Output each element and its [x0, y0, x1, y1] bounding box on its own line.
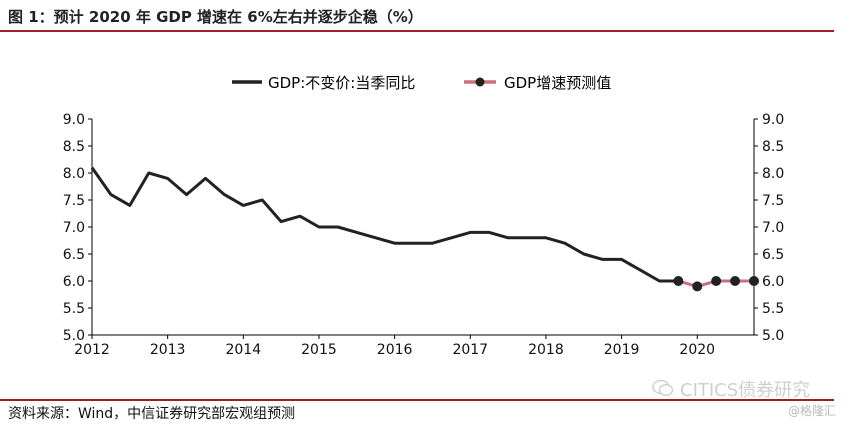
axes [91, 119, 755, 336]
x-tick-label: 2019 [604, 342, 640, 358]
y-tick-label-right: 6.5 [762, 247, 784, 263]
y-tick-label-left: 7.5 [63, 193, 85, 209]
y-tick-label-right: 8.5 [762, 139, 784, 155]
y-tick-label-left: 8.5 [63, 139, 85, 155]
forecast-point [692, 281, 703, 292]
y-tick-label-left: 6.5 [63, 247, 85, 263]
watermark-credit: @格隆汇 [788, 404, 837, 418]
y-tick-label-left: 7.0 [63, 220, 85, 236]
series-layer [90, 166, 759, 292]
forecast-point [711, 276, 722, 286]
watermark-brand: CITICS债券研究 [680, 380, 811, 401]
y-tick-label-right: 7.5 [762, 193, 784, 209]
x-tick-label: 2015 [301, 342, 337, 358]
x-axis-ticks: 2012 2013 2014 2015 2016 2017 2018 2019 2020 [74, 335, 715, 358]
top-rule [0, 30, 834, 32]
source-note: 资料来源：Wind，中信证券研究部宏观组预测 [8, 406, 296, 422]
y-axis-left-ticks: 5.0 5.5 6.0 6.5 7.0 7.5 8.0 8.5 9.0 [63, 112, 92, 344]
series-actual-line [90, 166, 679, 283]
y-tick-label-right: 5.0 [762, 328, 784, 344]
y-axis-right-ticks: 5.0 5.5 6.0 6.5 7.0 7.5 8.0 8.5 9.0 [754, 112, 784, 344]
x-tick-label: 2013 [150, 342, 186, 358]
line-chart: GDP:不变价:当季同比 GDP增速预测值 5.0 5.5 6.0 6.5 7.0 7.5… [63, 74, 785, 358]
x-tick-label: 2017 [452, 342, 488, 358]
y-tick-label-left: 9.0 [63, 112, 85, 128]
legend: GDP:不变价:当季同比 GDP增速预测值 [232, 74, 611, 92]
y-tick-label-right: 6.0 [762, 274, 784, 290]
x-tick-label: 2012 [74, 342, 110, 358]
x-tick-label: 2016 [377, 342, 413, 358]
x-tick-label: 2018 [528, 342, 564, 358]
x-tick-label: 2014 [225, 342, 261, 358]
bottom-rule [0, 399, 834, 401]
y-tick-label-right: 7.0 [762, 220, 784, 236]
y-tick-label-right: 5.5 [762, 301, 784, 317]
y-tick-label-right: 9.0 [762, 112, 784, 128]
wechat-icon [652, 379, 674, 396]
x-tick-label: 2020 [679, 342, 715, 358]
forecast-point [673, 276, 684, 286]
forecast-point [749, 276, 759, 286]
y-tick-label-left: 8.0 [63, 166, 85, 182]
y-tick-label-left: 5.0 [63, 328, 85, 344]
legend-label-forecast: GDP增速预测值 [504, 74, 611, 92]
legend-marker-forecast [475, 77, 485, 87]
y-tick-label-left: 6.0 [63, 274, 85, 290]
y-tick-label-left: 5.5 [63, 301, 85, 317]
legend-label-actual: GDP:不变价:当季同比 [268, 74, 415, 92]
y-tick-label-right: 8.0 [762, 166, 784, 182]
chart-title: 图 1：预计 2020 年 GDP 增速在 6%左右并逐步企稳（%） [8, 8, 423, 26]
forecast-point [730, 276, 741, 286]
